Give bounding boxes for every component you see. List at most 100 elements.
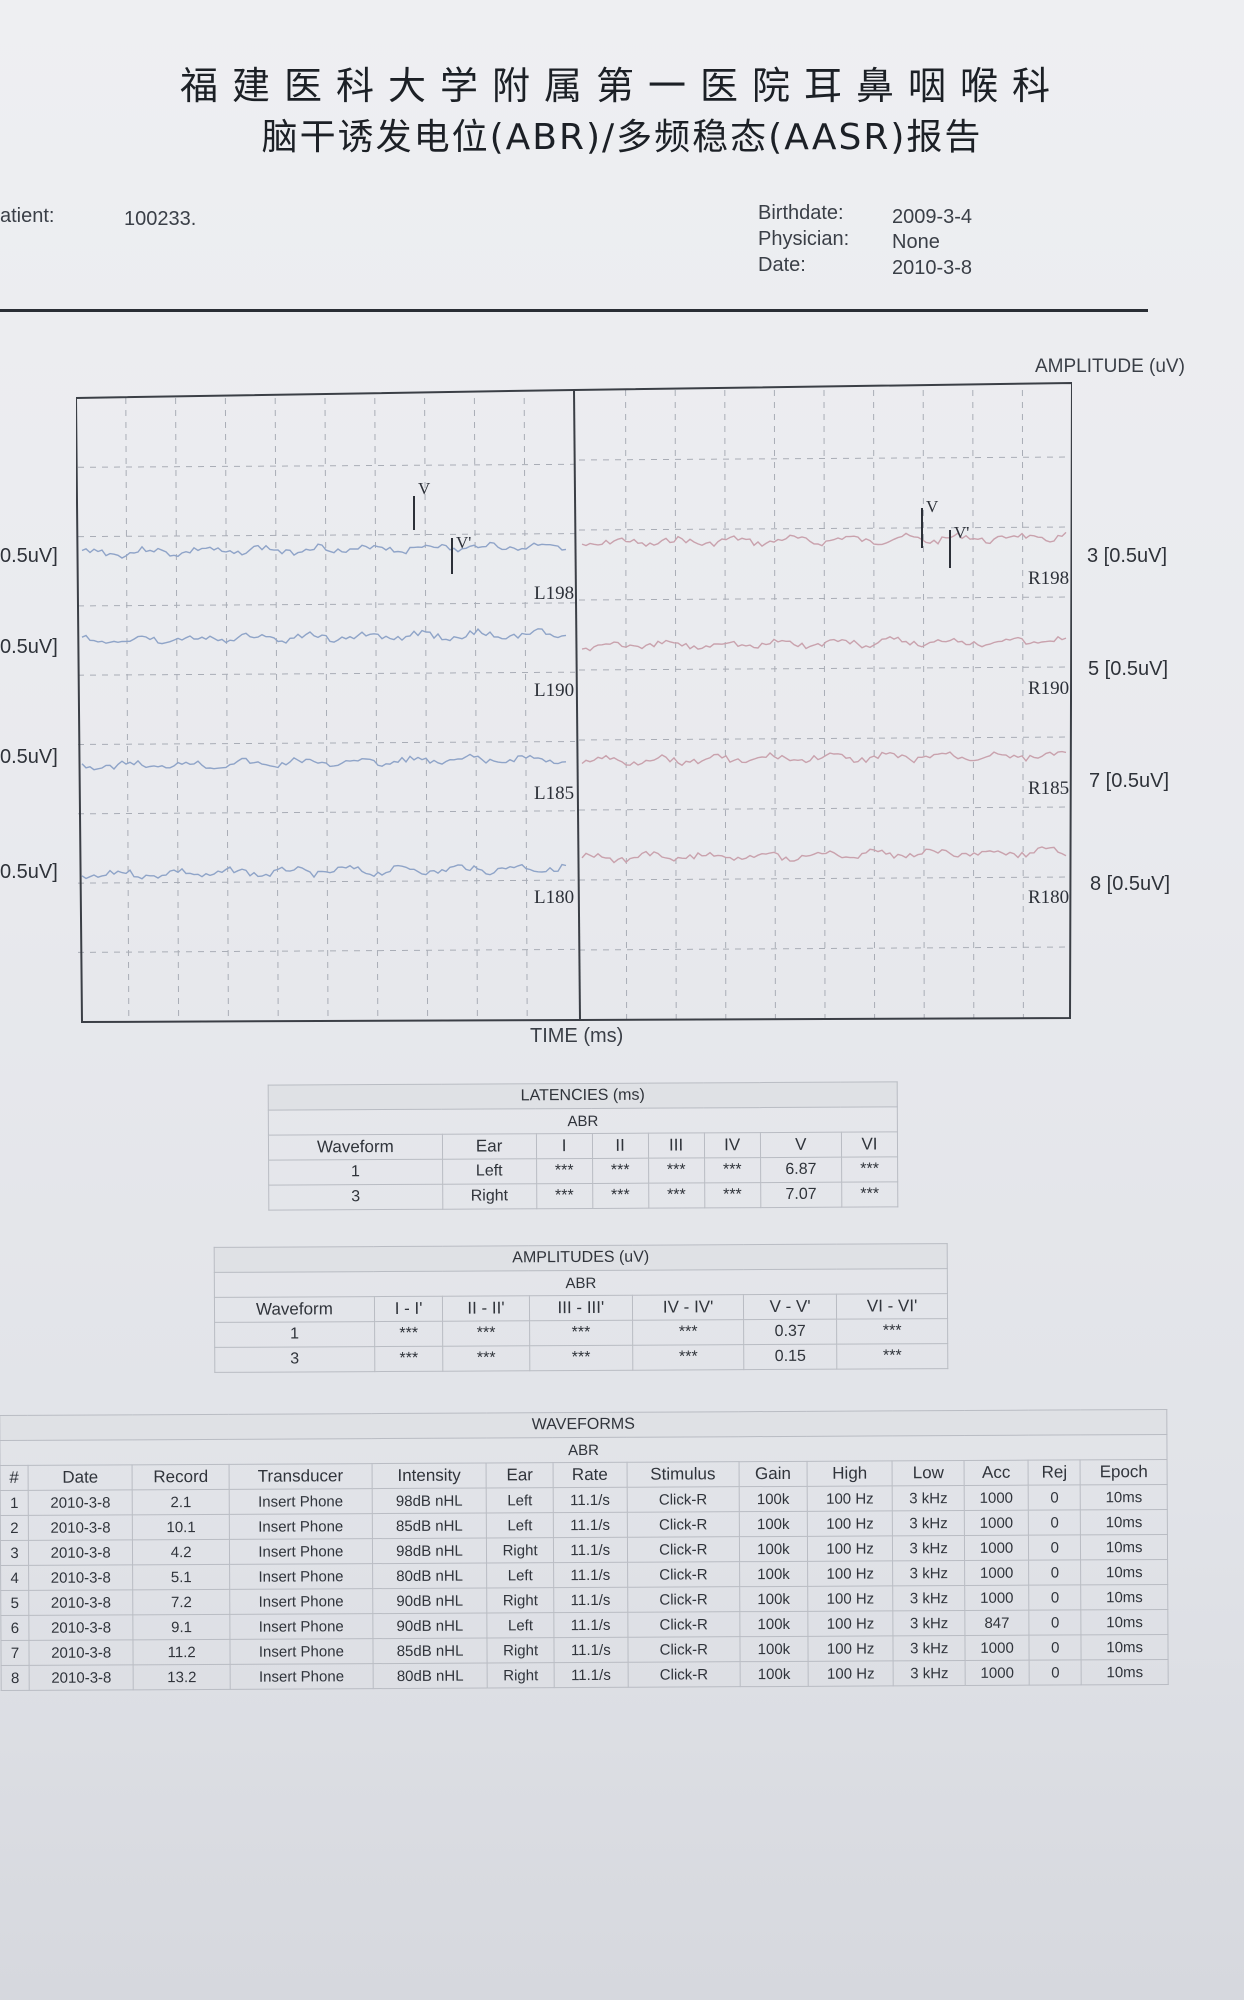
waveforms-cell: 11.1/s: [553, 1512, 628, 1538]
left-trace-label: L185: [534, 783, 574, 804]
grid-line-vertical: [922, 389, 925, 1020]
waveforms-cell: Insert Phone: [229, 1538, 373, 1565]
grid-line-vertical: [972, 389, 975, 1020]
waveforms-cell: 100 Hz: [807, 1635, 894, 1662]
amplitudes-cell: ***: [632, 1319, 744, 1346]
waveforms-cell: 3 kHz: [892, 1485, 965, 1511]
amplitudes-cell: ***: [443, 1345, 530, 1372]
waveforms-cell: 0: [1028, 1484, 1081, 1511]
amplitudes-header-cell: II - II': [442, 1295, 530, 1322]
grid-line-vertical: [1021, 389, 1024, 1020]
waveforms-cell: Insert Phone: [229, 1563, 373, 1590]
grid-line-horizontal: [578, 596, 1071, 601]
waveforms-cell: 80dB nHL: [372, 1563, 487, 1589]
waveforms-cell: 100 Hz: [807, 1610, 894, 1637]
waveforms-cell: 3 kHz: [893, 1660, 966, 1686]
waveforms-cell: 1000: [964, 1560, 1029, 1586]
right-scale-label-2: 5 [0.5uV]: [1088, 658, 1169, 680]
header-divider: [0, 309, 1148, 312]
waveforms-cell: 1000: [964, 1635, 1030, 1661]
amplitudes-header-cell: III - III': [528, 1295, 633, 1321]
waveforms-cell: 3 kHz: [892, 1560, 965, 1586]
report-title-line2: 脑干诱发电位(ABR)/多频稳态(AASR)报告: [261, 117, 983, 158]
waveforms-table: WAVEFORMS ABR # Date Record Transducer Inten…: [0, 1409, 1169, 1691]
right-trace-line: [581, 750, 1067, 767]
waveforms-cell: 100k: [739, 1661, 809, 1687]
right-scale-label-1: 3 [0.5uV]: [1087, 545, 1168, 567]
waveforms-cell: 7.2: [133, 1589, 230, 1615]
grid-line-vertical: [274, 397, 279, 1021]
waveforms-cell: 2: [0, 1515, 29, 1541]
waveforms-cell: 100 Hz: [807, 1510, 893, 1537]
wave-marker-label: V: [926, 497, 939, 516]
amplitudes-subcaption: ABR: [214, 1268, 948, 1298]
latencies-header-cell: III: [648, 1132, 705, 1159]
waveforms-cell: 10ms: [1080, 1534, 1168, 1560]
waveforms-cell: 1000: [964, 1585, 1029, 1611]
waveforms-cell: 0: [1028, 1534, 1081, 1561]
latencies-cell: 1: [268, 1159, 443, 1186]
waveforms-cell: 98dB nHL: [372, 1538, 487, 1564]
waveforms-cell: 85dB nHL: [372, 1638, 488, 1664]
amplitudes-cell: ***: [374, 1321, 444, 1347]
amplitudes-caption: AMPLITUDES (uV): [214, 1243, 948, 1273]
waveforms-header-cell: Transducer: [228, 1463, 372, 1490]
amplitudes-cell: 1: [214, 1321, 375, 1348]
waveforms-cell: 0: [1028, 1559, 1082, 1586]
amplitudes-cell: ***: [836, 1318, 948, 1345]
waveforms-cell: Click-R: [627, 1536, 740, 1563]
waveforms-cell: 10ms: [1081, 1659, 1169, 1685]
waveforms-cell: Insert Phone: [230, 1663, 373, 1690]
left-trace-label: L180: [534, 887, 574, 908]
latencies-cell: ***: [536, 1158, 593, 1184]
right-trace-label: R180: [1028, 887, 1069, 908]
grid-line-horizontal: [578, 526, 1071, 531]
latencies-header-cell: V: [760, 1132, 842, 1158]
waveforms-cell: 0: [1028, 1609, 1082, 1636]
waveforms-cell: 10ms: [1081, 1609, 1168, 1635]
waveforms-cell: 2010-3-8: [28, 1589, 134, 1616]
grid-line-horizontal: [77, 879, 576, 884]
waveforms-cell: Click-R: [626, 1486, 740, 1513]
waveforms-cell: 11.1/s: [553, 1612, 628, 1638]
latencies-cell: ***: [536, 1183, 593, 1209]
waveforms-cell: 11.1/s: [553, 1587, 628, 1613]
waveforms-cell: 100k: [739, 1561, 808, 1587]
left-scale-label-3: 0.5uV]: [0, 746, 58, 768]
waveforms-cell: 1000: [965, 1660, 1030, 1686]
grid-line-vertical: [175, 397, 180, 1021]
grid-line-vertical: [523, 397, 528, 1021]
waveforms-cell: Insert Phone: [229, 1588, 373, 1615]
waveforms-cell: 10ms: [1080, 1509, 1168, 1535]
waveforms-cell: Left: [487, 1612, 554, 1639]
grid-line-vertical: [724, 389, 727, 1020]
waveforms-cell: 11.1/s: [553, 1537, 628, 1563]
right-trace-label: R185: [1028, 778, 1069, 799]
grid-line-horizontal: [578, 456, 1071, 461]
waveforms-header-cell: Stimulus: [626, 1461, 740, 1488]
waveforms-cell: 0: [1028, 1509, 1081, 1536]
left-scale-label-4: 0.5uV]: [0, 861, 58, 883]
waveforms-cell: 10ms: [1080, 1484, 1168, 1510]
waveforms-cell: 10ms: [1081, 1584, 1168, 1610]
waveforms-cell: 100k: [739, 1586, 808, 1612]
right-trace-label: R190: [1028, 678, 1069, 699]
waveforms-cell: 2010-3-8: [28, 1514, 133, 1541]
latencies-cell: ***: [648, 1182, 705, 1209]
amplitudes-cell: ***: [374, 1346, 444, 1372]
waveforms-header-cell: High: [806, 1460, 893, 1487]
waveforms-header-cell: Record: [132, 1464, 230, 1490]
waveforms-cell: 10ms: [1080, 1559, 1168, 1585]
waveforms-cell: Click-R: [627, 1636, 740, 1663]
waveforms-header-cell: #: [0, 1465, 29, 1491]
waveform-traces: [81, 531, 1067, 880]
waveforms-cell: 11.1/s: [553, 1487, 627, 1513]
waveforms-cell: Click-R: [627, 1586, 740, 1613]
grid-line-vertical: [224, 397, 229, 1021]
latencies-cell: Right: [442, 1183, 537, 1210]
waveforms-cell: Insert Phone: [229, 1513, 373, 1540]
waveforms-cell: 1000: [964, 1510, 1029, 1536]
waveforms-header-cell: Low: [892, 1460, 965, 1486]
wave-marker-label: V': [954, 523, 969, 542]
date-label: Date:: [758, 254, 806, 276]
